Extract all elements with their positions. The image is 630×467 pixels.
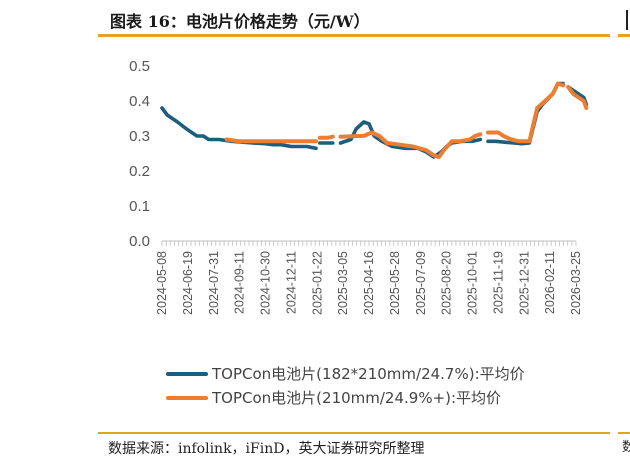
- x-tick-label: 2025-03-05: [336, 251, 350, 315]
- x-tick-label: 2024-12-11: [284, 251, 298, 314]
- x-tick-label: 2024-06-19: [181, 251, 195, 315]
- legend-label: TOPCon电池片(182*210mm/24.7%):平均价: [211, 365, 525, 383]
- y-tick-label: 0.2: [129, 163, 150, 180]
- y-tick-label: 0.0: [129, 233, 150, 250]
- x-tick-label: 2024-10-30: [259, 251, 273, 315]
- x-tick-label: 2025-11-19: [491, 251, 505, 314]
- next-figure-rule-bottom: [618, 432, 630, 434]
- series-line-segment: [566, 85, 589, 110]
- y-axis: 0.0 0.1 0.2 0.3 0.4 0.5: [129, 58, 150, 250]
- source-rule: [98, 432, 610, 434]
- figure-header: 图表 16：电池片价格走势（元/W）: [98, 6, 610, 34]
- next-figure-strip: 数: [618, 0, 630, 467]
- x-tick-label: 2024-09-11: [233, 251, 247, 314]
- x-tick-label: 2025-07-09: [414, 251, 428, 315]
- y-tick-label: 0.5: [129, 58, 150, 75]
- x-tick-label: 2025-01-22: [310, 251, 324, 315]
- series-2: [224, 81, 589, 159]
- figure-title: 图表 16：电池片价格走势（元/W）: [110, 12, 370, 31]
- series-layer: [160, 81, 589, 159]
- x-tick-label: 2024-05-08: [155, 251, 169, 315]
- next-figure-marker: [626, 10, 628, 30]
- chart-legend: TOPCon电池片(182*210mm/24.7%):平均价 TOPCon电池片(…: [166, 365, 525, 407]
- x-tick-label: 2025-08-20: [440, 251, 454, 315]
- x-tick-label: 2025-10-01: [466, 251, 480, 315]
- next-figure-rule-top: [618, 34, 630, 37]
- x-tick-label: 2026-02-11: [543, 251, 557, 314]
- y-tick-label: 0.4: [129, 93, 150, 110]
- x-tick-label: 2025-05-28: [388, 251, 402, 315]
- source-note: 数据来源：infolink，iFinD，英大证券研究所整理: [108, 441, 425, 457]
- series-line-segment: [317, 134, 335, 140]
- y-tick-label: 0.1: [129, 198, 150, 215]
- next-figure-fragment: 数: [622, 440, 630, 455]
- legend-label: TOPCon电池片(210mm/24.9%+):平均价: [211, 389, 501, 407]
- x-tick-label: 2025-04-16: [362, 251, 376, 315]
- series-line-segment: [338, 130, 483, 159]
- line-chart: 0.00.10.20.30.40.5 2024-05-08 2024-06-19 2…: [129, 58, 589, 407]
- x-tick-label: 2026-03-25: [569, 251, 583, 315]
- x-tick-label: 2024-07-31: [207, 251, 221, 315]
- y-tick-label: 0.3: [129, 128, 150, 145]
- x-axis: 2024-05-08 2024-06-19 2024-07-31 2024-09-11…: [155, 240, 583, 315]
- series-1: [160, 81, 589, 159]
- series-line-segment: [486, 81, 566, 144]
- title-underline: [98, 34, 610, 37]
- series-line-segment: [224, 137, 318, 144]
- x-tick-label: 2025-12-31: [517, 251, 531, 315]
